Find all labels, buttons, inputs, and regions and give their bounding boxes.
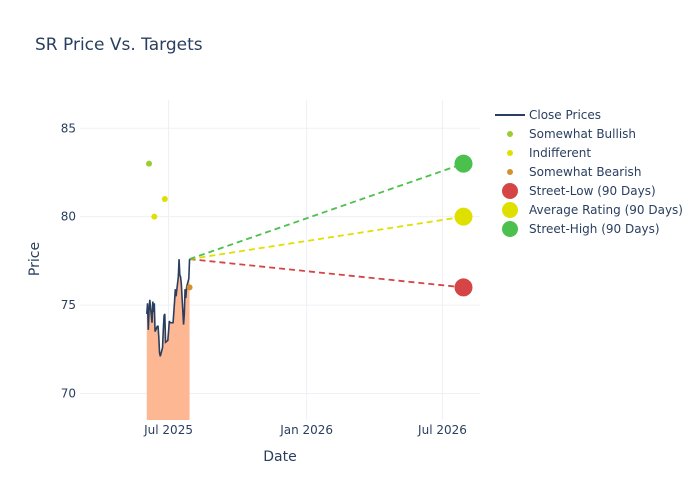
legend-label-somewhat-bearish: Somewhat Bearish	[529, 165, 641, 179]
x-axis-title: Date	[263, 449, 296, 465]
legend-label-street-low-90-days: Street-Low (90 Days)	[529, 184, 656, 198]
legend-label-somewhat-bullish: Somewhat Bullish	[529, 127, 636, 141]
legend-symbol-street-high-90-days	[502, 221, 518, 237]
legend: Close Prices Somewhat Bullish Indifferent S…	[495, 108, 683, 237]
close-price-line	[145, 259, 191, 357]
street-low-target-marker	[454, 278, 473, 297]
grid	[80, 100, 480, 420]
street-low-target-line	[189, 258, 464, 289]
x-tick-label: Jul 2026	[417, 423, 467, 437]
indifferent-marker	[161, 196, 168, 203]
y-axis-title: Price	[27, 242, 43, 276]
target-lines	[189, 154, 473, 297]
legend-label-indifferent: Indifferent	[529, 146, 591, 160]
legend-symbol-somewhat-bearish	[507, 169, 513, 175]
x-tick-label: Jul 2025	[143, 423, 193, 437]
close-price-line-group	[145, 259, 191, 357]
average-rating-target-line	[189, 215, 464, 261]
street-high-target-line	[189, 162, 464, 260]
y-tick-label: 80	[61, 210, 76, 224]
legend-symbol-average-rating-90-days	[502, 202, 518, 218]
rating-markers	[146, 160, 193, 291]
legend-label-average-rating-90-days: Average Rating (90 Days)	[529, 203, 683, 217]
indifferent-marker	[151, 213, 158, 220]
somewhat-bearish-marker	[186, 284, 193, 291]
legend-symbol-indifferent	[507, 150, 513, 156]
y-tick-label: 75	[61, 298, 76, 312]
legend-label-close-prices: Close Prices	[529, 108, 601, 122]
x-tick-label: Jan 2026	[279, 423, 333, 437]
y-tick-label: 85	[61, 121, 76, 135]
legend-label-street-high-90-days: Street-High (90 Days)	[529, 222, 660, 236]
axis-ticks: 70 75 80 85 Jul 2025 Jan 2026 Jul 2026	[61, 121, 467, 437]
street-high-target-marker	[454, 154, 473, 173]
chart-title: SR Price Vs. Targets	[35, 35, 203, 55]
legend-symbol-somewhat-bullish	[507, 131, 513, 137]
average-rating-target-marker	[454, 207, 473, 226]
legend-symbol-street-low-90-days	[502, 183, 518, 199]
y-tick-label: 70	[61, 386, 76, 400]
somewhat-bullish-marker	[146, 160, 153, 167]
